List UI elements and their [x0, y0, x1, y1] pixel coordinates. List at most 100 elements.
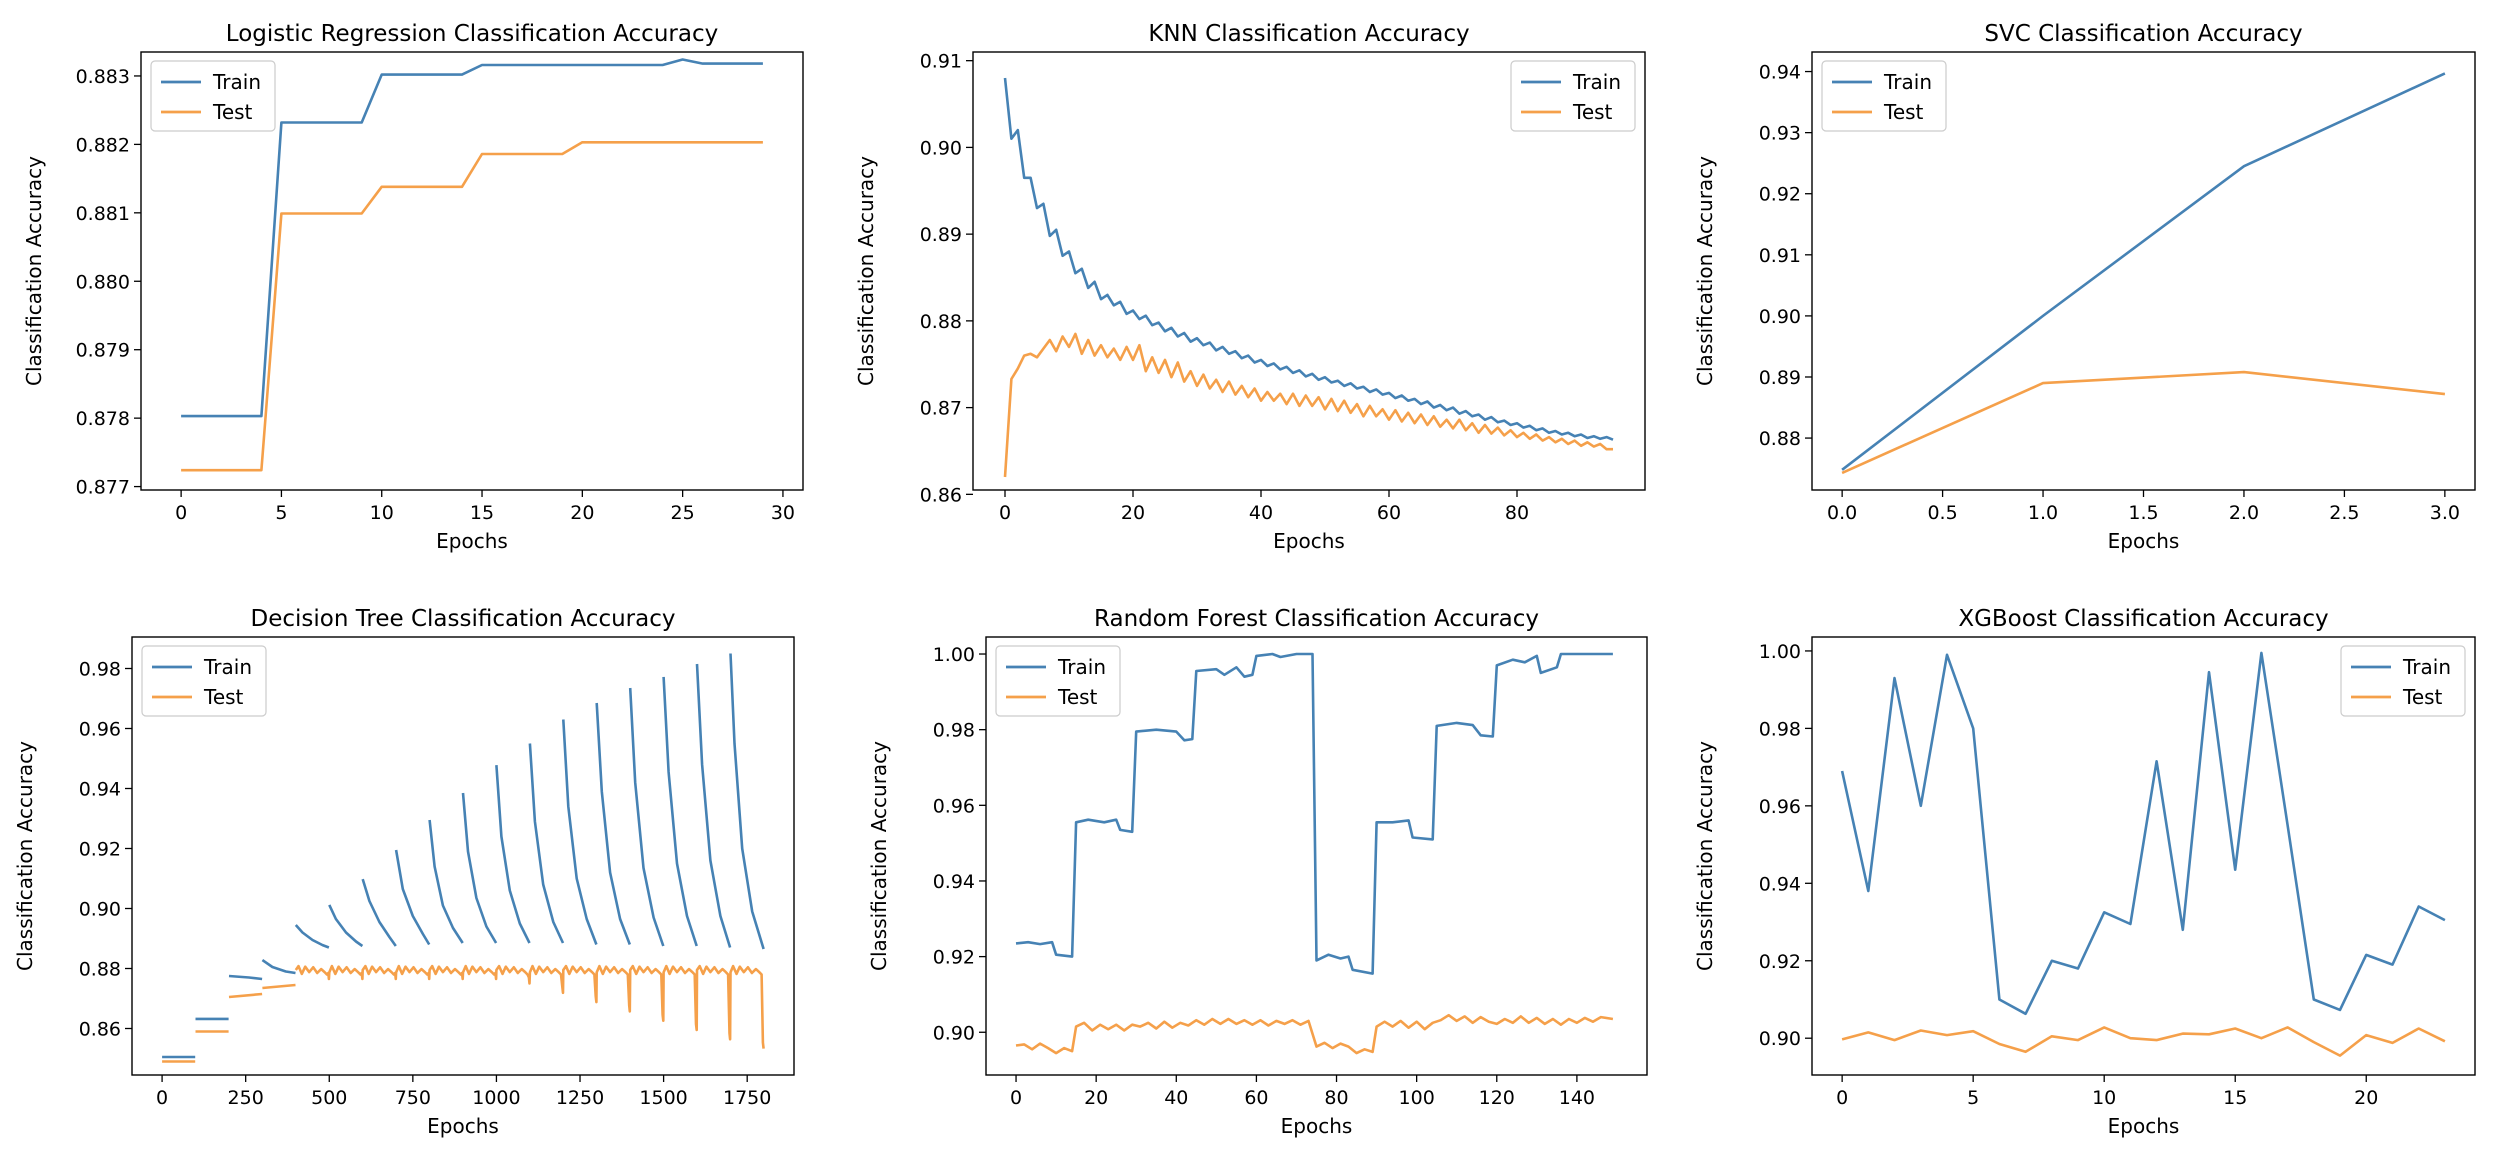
plot-frame [140, 51, 804, 491]
x-tick-label: 5 [1967, 1087, 1979, 1109]
x-tick-label: 40 [1164, 1087, 1188, 1109]
y-tick-label: 0.98 [79, 659, 121, 681]
y-tick-label: 1.00 [1759, 641, 1801, 663]
x-tick-label: 20 [1121, 502, 1145, 524]
y-tick-label: 1.00 [933, 644, 975, 666]
y-tick-label: 0.91 [1759, 245, 1801, 267]
y-tick-label: 0.90 [1759, 306, 1801, 328]
y-tick-label: 0.88 [1759, 428, 1801, 450]
x-tick-label: 3.0 [2430, 502, 2460, 524]
chart-panel: KNN Classification Accuracy 0 20 40 60 80 0.86… [854, 21, 1646, 553]
x-tick-label: 0 [999, 502, 1011, 524]
y-axis-label: Classification Accuracy [1693, 741, 1717, 971]
x-tick-label: 20 [570, 502, 594, 524]
x-axis-label: Epochs [2108, 529, 2180, 553]
y-tick-label: 0.89 [1759, 367, 1801, 389]
x-tick-label: 1000 [472, 1087, 520, 1109]
x-tick-label: 0 [1010, 1087, 1022, 1109]
legend-label: Train [203, 655, 252, 679]
x-axis-label: Epochs [427, 1114, 499, 1138]
legend-box [150, 60, 276, 132]
chart-panel: SVC Classification Accuracy 0.0 0.5 1.0 1.5 2… [1693, 21, 2476, 553]
x-tick-label: 20 [1084, 1087, 1108, 1109]
chart-title: KNN Classification Accuracy [1148, 21, 1469, 47]
chart-panel: Logistic Regression Classification Accur… [22, 21, 804, 553]
x-tick-label: 30 [771, 502, 795, 524]
x-axis-label: Epochs [1273, 529, 1345, 553]
legend-box [1510, 60, 1636, 132]
series-line-test [1841, 1026, 2446, 1057]
chart-title: Logistic Regression Classification Accur… [226, 21, 718, 47]
x-tick-label: 15 [2223, 1087, 2247, 1109]
legend-box [1821, 60, 1947, 132]
series-line-test [162, 964, 765, 1063]
x-axis-label: Epochs [436, 529, 508, 553]
x-tick-label: 0.0 [1827, 502, 1857, 524]
x-tick-label: 80 [1505, 502, 1529, 524]
legend-label: Test [1057, 685, 1098, 709]
y-tick-label: 0.90 [1759, 1028, 1801, 1050]
legend-label: Test [212, 100, 253, 124]
x-axis-label: Epochs [2108, 1114, 2180, 1138]
y-tick-label: 0.86 [920, 484, 962, 506]
series-line-train [1841, 72, 2446, 471]
y-tick-label: 0.880 [76, 271, 130, 293]
series-line-test [1003, 332, 1613, 478]
x-tick-label: 2.5 [2329, 502, 2359, 524]
y-tick-label: 0.881 [76, 203, 130, 225]
legend-label: Train [1572, 70, 1621, 94]
y-tick-label: 0.86 [79, 1019, 121, 1041]
y-tick-label: 0.94 [79, 779, 121, 801]
y-tick-label: 0.90 [79, 899, 121, 921]
y-axis-label: Classification Accuracy [1693, 156, 1717, 386]
legend-label: Test [1883, 100, 1924, 124]
y-tick-label: 0.92 [1759, 951, 1801, 973]
y-tick-label: 0.89 [920, 224, 962, 246]
x-tick-label: 25 [671, 502, 695, 524]
y-tick-label: 0.94 [1759, 62, 1801, 84]
chart-title: SVC Classification Accuracy [1984, 21, 2302, 47]
y-tick-label: 0.883 [76, 66, 130, 88]
legend-box [141, 645, 267, 717]
x-tick-label: 750 [395, 1087, 431, 1109]
plot-frame [1811, 636, 2476, 1076]
chart-title: Random Forest Classification Accuracy [1094, 606, 1539, 632]
x-axis-label: Epochs [1281, 1114, 1353, 1138]
y-tick-label: 0.879 [76, 340, 130, 362]
x-tick-label: 0 [1836, 1087, 1848, 1109]
y-tick-label: 0.98 [933, 720, 975, 742]
y-axis-label: Classification Accuracy [22, 156, 46, 386]
series-line-train [1840, 651, 2446, 1016]
chart-title: XGBoost Classification Accuracy [1958, 606, 2328, 632]
x-tick-label: 20 [2354, 1087, 2378, 1109]
x-tick-label: 2.0 [2229, 502, 2259, 524]
x-tick-label: 1.0 [2028, 502, 2058, 524]
series-line-train [162, 653, 765, 1059]
x-tick-label: 1750 [723, 1087, 771, 1109]
y-tick-label: 0.90 [920, 137, 962, 159]
legend-label: Test [203, 685, 244, 709]
x-tick-label: 500 [311, 1087, 347, 1109]
x-tick-label: 60 [1377, 502, 1401, 524]
y-axis-label: Classification Accuracy [854, 156, 878, 386]
legend-label: Train [1883, 70, 1932, 94]
chart-panel: Decision Tree Classification Accuracy 0 25… [13, 606, 795, 1138]
y-tick-label: 0.91 [920, 51, 962, 73]
series-line-test [181, 141, 763, 472]
y-tick-label: 0.94 [1759, 873, 1801, 895]
y-tick-label: 0.98 [1759, 718, 1801, 740]
series-line-test [1015, 1013, 1614, 1055]
x-tick-label: 100 [1399, 1087, 1435, 1109]
series-line-train [1015, 652, 1613, 975]
x-tick-label: 140 [1559, 1087, 1595, 1109]
legend-label: Test [1572, 100, 1613, 124]
y-axis-label: Classification Accuracy [13, 741, 37, 971]
x-tick-label: 60 [1244, 1087, 1268, 1109]
y-tick-label: 0.88 [79, 959, 121, 981]
x-tick-label: 5 [275, 502, 287, 524]
chart-panel: XGBoost Classification Accuracy 0 5 10 15 20 0… [1693, 606, 2476, 1138]
x-tick-label: 0 [156, 1087, 168, 1109]
y-tick-label: 0.882 [76, 134, 130, 156]
plot-frame [972, 51, 1646, 491]
legend-box [995, 645, 1121, 717]
